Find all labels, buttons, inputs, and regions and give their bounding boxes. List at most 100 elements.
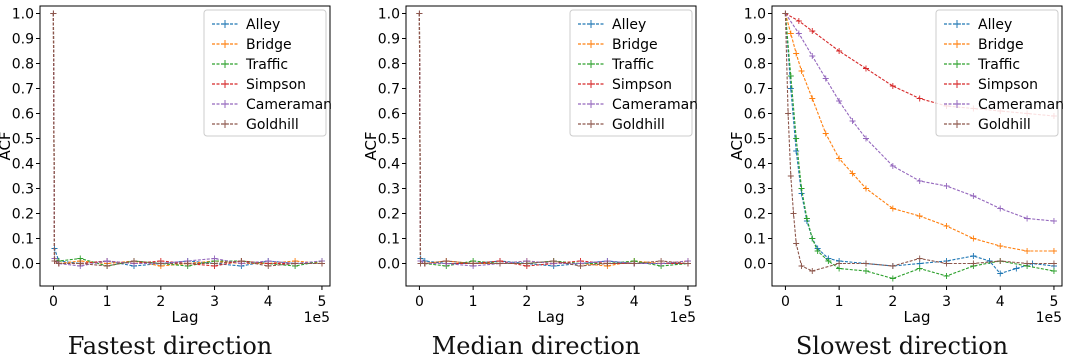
x-tick-label: 5 bbox=[683, 294, 692, 310]
data-point-cameraman bbox=[822, 75, 829, 82]
data-point-bridge bbox=[943, 223, 950, 229]
legend-marker-goldhill bbox=[221, 120, 229, 128]
data-point-goldhill bbox=[1050, 260, 1057, 267]
legend-label-bridge: Bridge bbox=[978, 37, 1024, 53]
legend-label-goldhill: Goldhill bbox=[612, 117, 665, 133]
y-axis-label: ACF bbox=[728, 131, 746, 160]
data-point-goldhill bbox=[793, 240, 800, 247]
y-tick-label: 0.9 bbox=[378, 32, 400, 48]
data-point-goldhill bbox=[211, 260, 218, 267]
data-point-cameraman bbox=[862, 135, 869, 142]
data-point-goldhill bbox=[997, 258, 1004, 264]
data-point-goldhill bbox=[782, 10, 789, 17]
data-point-simpson bbox=[836, 48, 843, 54]
legend-label-traffic: Traffic bbox=[245, 57, 288, 73]
legend-marker-alley bbox=[587, 20, 595, 28]
legend-marker-traffic bbox=[953, 60, 961, 68]
legend-marker-traffic bbox=[221, 60, 229, 68]
x-axis-multiplier: 1e5 bbox=[304, 310, 330, 326]
y-tick-label: 0.7 bbox=[12, 82, 34, 98]
data-point-goldhill bbox=[889, 263, 896, 269]
legend-label-traffic: Traffic bbox=[611, 57, 654, 73]
legend-label-traffic: Traffic bbox=[977, 57, 1020, 73]
y-tick-label: 0.0 bbox=[12, 257, 34, 273]
y-tick-label: 0.8 bbox=[378, 57, 400, 73]
data-point-goldhill bbox=[970, 260, 977, 267]
y-tick-label: 0.8 bbox=[744, 57, 766, 73]
legend-marker-bridge bbox=[221, 40, 229, 48]
y-tick-label: 0.4 bbox=[378, 157, 400, 173]
legend-marker-cameraman bbox=[953, 100, 961, 108]
y-tick-label: 0.5 bbox=[744, 132, 766, 148]
legend-label-cameraman: Cameraman bbox=[246, 97, 332, 113]
legend-label-goldhill: Goldhill bbox=[978, 117, 1031, 133]
data-point-bridge bbox=[793, 50, 800, 57]
data-point-bridge bbox=[1050, 248, 1057, 254]
y-tick-label: 0.2 bbox=[12, 207, 34, 223]
chart-panel-2: 0.0 0.1 0.2 0.3 0.4 0.5 0.6 0.7 0.8 0.9 1.0 0 1 2 3 4 5 L… bbox=[728, 5, 1064, 326]
data-point-goldhill bbox=[265, 263, 272, 269]
legend-marker-simpson bbox=[221, 80, 229, 88]
x-tick-label: 3 bbox=[210, 294, 219, 310]
x-tick-label: 2 bbox=[888, 294, 897, 310]
data-point-goldhill bbox=[318, 260, 325, 267]
legend-marker-traffic bbox=[587, 60, 595, 68]
legend-label-simpson: Simpson bbox=[978, 77, 1038, 93]
data-point-bridge bbox=[809, 95, 816, 102]
x-axis-label: Lag bbox=[171, 308, 198, 326]
data-point-goldhill bbox=[416, 10, 423, 17]
y-tick-label: 1.0 bbox=[744, 7, 766, 23]
y-tick-label: 0.9 bbox=[744, 32, 766, 48]
data-point-goldhill bbox=[798, 263, 805, 269]
legend-label-alley: Alley bbox=[978, 17, 1012, 33]
y-tick-label: 0.3 bbox=[12, 182, 34, 198]
legend-label-simpson: Simpson bbox=[612, 77, 672, 93]
data-point-goldhill bbox=[421, 260, 428, 267]
data-point-goldhill bbox=[104, 263, 111, 269]
data-point-goldhill bbox=[604, 260, 611, 267]
data-point-traffic bbox=[793, 135, 800, 142]
data-point-simpson bbox=[795, 18, 802, 24]
data-point-bridge bbox=[970, 235, 977, 242]
legend-label-bridge: Bridge bbox=[612, 37, 658, 53]
data-point-goldhill bbox=[292, 260, 299, 267]
data-point-bridge bbox=[849, 170, 856, 177]
data-point-alley bbox=[793, 148, 800, 154]
data-point-cameraman bbox=[1050, 218, 1057, 224]
legend-marker-cameraman bbox=[221, 100, 229, 108]
x-tick-label: 5 bbox=[1049, 294, 1058, 310]
x-tick-label: 1 bbox=[103, 294, 112, 310]
legend-label-bridge: Bridge bbox=[246, 37, 292, 53]
data-point-goldhill bbox=[658, 258, 665, 264]
y-tick-label: 0.1 bbox=[378, 232, 400, 248]
data-point-bridge bbox=[787, 30, 794, 37]
data-point-cameraman bbox=[809, 53, 816, 59]
data-point-goldhill bbox=[787, 173, 794, 179]
x-axis-label: Lag bbox=[903, 308, 930, 326]
data-point-alley bbox=[997, 270, 1004, 277]
y-tick-label: 0.5 bbox=[12, 132, 34, 148]
y-tick-label: 0.6 bbox=[12, 107, 34, 123]
data-point-goldhill bbox=[523, 260, 530, 267]
data-point-goldhill bbox=[943, 260, 950, 267]
data-point-goldhill bbox=[130, 258, 137, 264]
data-point-cameraman bbox=[943, 183, 950, 189]
axes-frame bbox=[771, 5, 1063, 287]
data-point-goldhill bbox=[470, 260, 477, 267]
axes-frame bbox=[39, 5, 331, 287]
data-point-traffic bbox=[825, 258, 832, 264]
x-tick-label: 0 bbox=[49, 294, 58, 310]
caption-median: Median direction bbox=[431, 332, 641, 360]
legend-label-simpson: Simpson bbox=[246, 77, 306, 93]
data-point-traffic bbox=[916, 265, 923, 272]
data-point-alley bbox=[970, 253, 977, 259]
data-point-cameraman bbox=[997, 205, 1004, 212]
y-axis-label: ACF bbox=[0, 131, 14, 160]
data-point-alley bbox=[787, 85, 794, 92]
caption-slowest: Slowest direction bbox=[795, 332, 1009, 360]
data-point-cameraman bbox=[889, 163, 896, 169]
x-tick-label: 3 bbox=[576, 294, 585, 310]
legend-marker-alley bbox=[221, 20, 229, 28]
chart-panel-0: 0.0 0.1 0.2 0.3 0.4 0.5 0.6 0.7 0.8 0.9 1.0 0 1 2 3 4 5 L… bbox=[0, 5, 332, 326]
